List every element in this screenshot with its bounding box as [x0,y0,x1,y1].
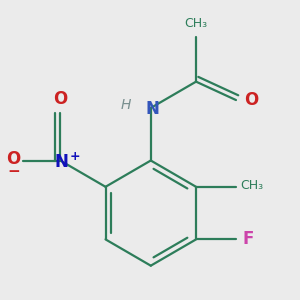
Text: O: O [53,90,68,108]
Text: CH₃: CH₃ [240,179,263,192]
Text: −: − [8,164,20,178]
Text: N: N [55,153,68,171]
Text: O: O [6,150,20,168]
Text: N: N [145,100,159,118]
Text: CH₃: CH₃ [184,17,208,30]
Text: +: + [70,150,80,163]
Text: H: H [120,98,131,112]
Text: O: O [244,91,258,109]
Text: F: F [243,230,254,248]
